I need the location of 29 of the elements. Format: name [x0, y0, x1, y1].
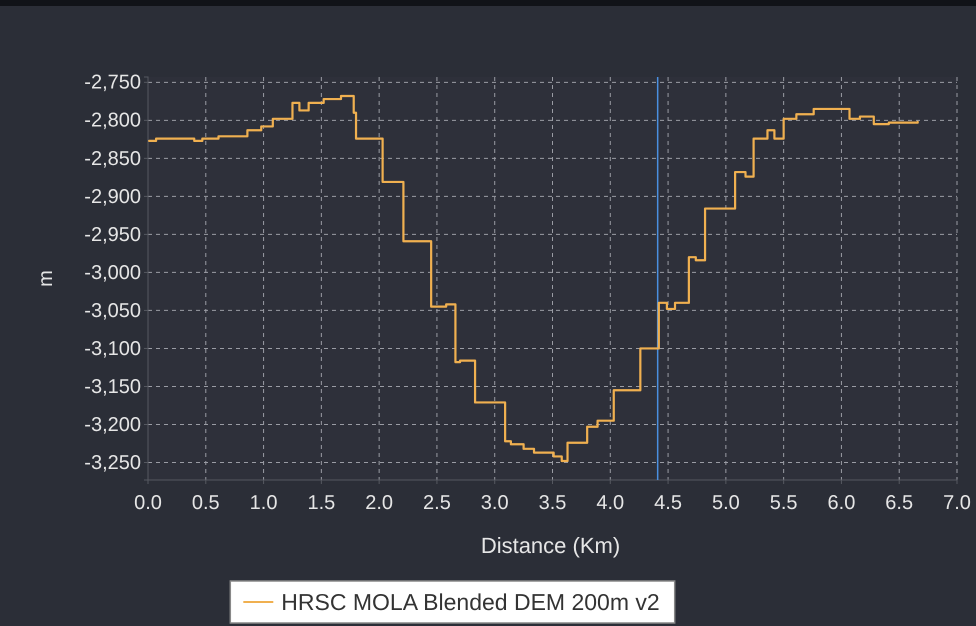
y-tick-label: -3,250: [84, 452, 141, 474]
x-tick-label: 2.5: [423, 492, 451, 514]
x-axis-title: Distance (Km): [480, 533, 620, 558]
x-tick-label: 6.0: [828, 492, 856, 514]
x-tick-label: 5.5: [770, 492, 798, 514]
y-tick-label: -2,800: [84, 110, 141, 132]
y-tick-label: -2,850: [84, 148, 141, 170]
x-tick-label: 0.5: [192, 492, 220, 514]
x-tick-label: 3.5: [538, 492, 566, 514]
y-tick-label: -3,150: [84, 376, 141, 398]
y-tick-label: -3,200: [84, 414, 141, 436]
x-tick-label: 0.0: [134, 492, 162, 514]
x-tick-label: 2.0: [365, 492, 394, 514]
y-tick-label: -2,750: [84, 72, 141, 94]
x-tick-label: 6.5: [885, 492, 914, 514]
y-tick-label: -3,050: [84, 300, 141, 322]
x-tick-label: 4.5: [654, 492, 682, 514]
y-axis-title: m: [35, 270, 57, 287]
x-tick-label: 1.0: [250, 492, 278, 514]
x-tick-label: 5.0: [712, 492, 740, 514]
y-tick-label: -3,100: [84, 338, 141, 360]
legend-label: HRSC MOLA Blended DEM 200m v2: [281, 589, 660, 615]
x-tick-label: 3.0: [480, 492, 509, 514]
x-tick-label: 7.0: [943, 492, 971, 514]
x-tick-label: 4.0: [596, 492, 624, 514]
y-tick-label: -2,900: [84, 186, 141, 208]
x-tick-label: 1.5: [307, 492, 336, 514]
y-tick-label: -2,950: [84, 224, 141, 246]
y-tick-label: -3,000: [84, 262, 141, 284]
